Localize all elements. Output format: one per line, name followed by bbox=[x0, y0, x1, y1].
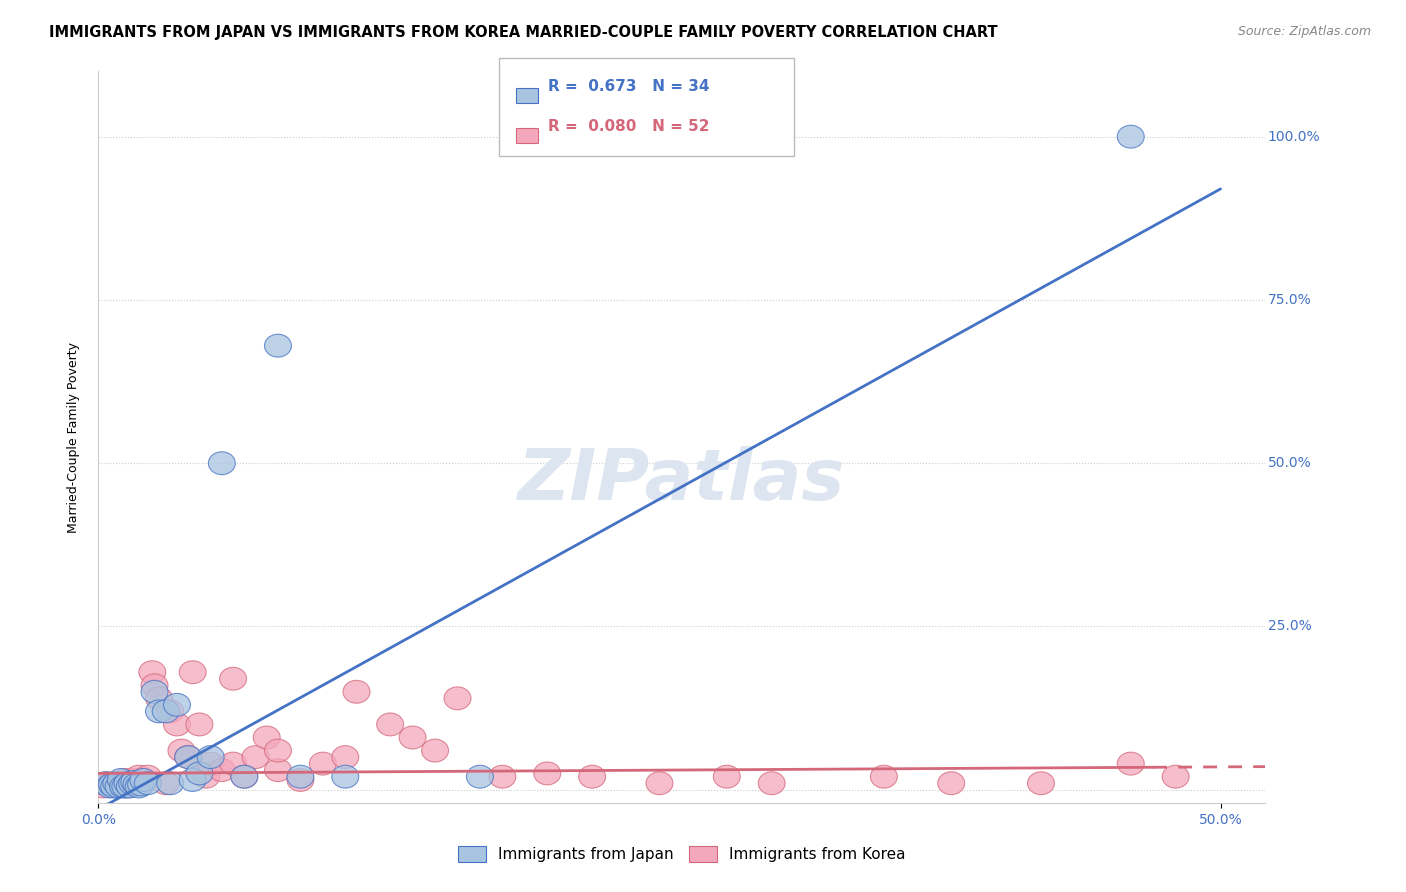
Text: ZIPatlas: ZIPatlas bbox=[519, 447, 845, 516]
Text: R =  0.673   N = 34: R = 0.673 N = 34 bbox=[548, 79, 710, 94]
Text: IMMIGRANTS FROM JAPAN VS IMMIGRANTS FROM KOREA MARRIED-COUPLE FAMILY POVERTY COR: IMMIGRANTS FROM JAPAN VS IMMIGRANTS FROM… bbox=[49, 25, 998, 40]
Text: 100.0%: 100.0% bbox=[1268, 129, 1320, 144]
Text: 75.0%: 75.0% bbox=[1268, 293, 1312, 307]
Text: R =  0.080   N = 52: R = 0.080 N = 52 bbox=[548, 120, 710, 134]
Text: 50.0%: 50.0% bbox=[1268, 456, 1312, 470]
Y-axis label: Married-Couple Family Poverty: Married-Couple Family Poverty bbox=[67, 342, 80, 533]
Legend: Immigrants from Japan, Immigrants from Korea: Immigrants from Japan, Immigrants from K… bbox=[453, 840, 911, 868]
Text: Source: ZipAtlas.com: Source: ZipAtlas.com bbox=[1237, 25, 1371, 38]
Text: 25.0%: 25.0% bbox=[1268, 619, 1312, 633]
